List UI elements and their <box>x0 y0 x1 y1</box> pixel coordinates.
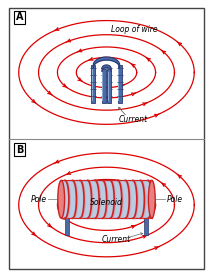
Text: Loop of wire: Loop of wire <box>111 25 158 34</box>
Bar <box>102 69 106 103</box>
Bar <box>61 181 152 218</box>
Bar <box>65 218 69 235</box>
Text: A: A <box>16 12 23 22</box>
Ellipse shape <box>148 181 155 218</box>
Bar <box>108 73 109 101</box>
Bar <box>118 65 122 103</box>
Bar <box>118 69 119 101</box>
Bar <box>91 65 95 103</box>
Bar <box>144 218 148 235</box>
Bar <box>102 73 103 101</box>
Text: Solenoid: Solenoid <box>90 198 123 207</box>
Text: Current: Current <box>101 235 131 244</box>
Bar <box>92 69 93 101</box>
Text: Pole: Pole <box>30 195 47 204</box>
Bar <box>107 69 111 103</box>
Text: B: B <box>16 145 23 155</box>
Text: Pole: Pole <box>166 195 183 204</box>
Text: Current: Current <box>118 115 147 124</box>
Ellipse shape <box>58 181 65 218</box>
